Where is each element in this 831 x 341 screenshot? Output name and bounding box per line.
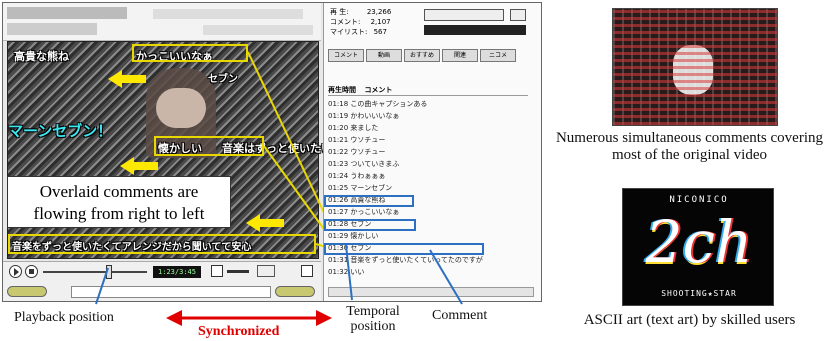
highlight-box bbox=[132, 44, 248, 62]
list-item[interactable]: 01:30 セブン bbox=[328, 244, 372, 252]
temporal-position-label: Temporal position bbox=[346, 304, 400, 334]
flow-arrow-icon bbox=[120, 157, 158, 175]
ascii-art-center-text: 2ch bbox=[645, 208, 753, 276]
submit-comment-button[interactable] bbox=[275, 286, 315, 297]
comment-side-panel: 再 生: 23,266 コメント: 2,107 マイリスト: 567 コメント … bbox=[323, 3, 541, 301]
tab-video[interactable]: 動画 bbox=[366, 49, 402, 62]
comment-highlight-box bbox=[324, 243, 484, 255]
list-item[interactable]: 01:24 うわぁぁぁ bbox=[328, 172, 386, 180]
comment-highlight-box bbox=[324, 219, 416, 231]
comment-noise bbox=[613, 9, 777, 125]
ascii-art-bottom-text: SHOOTING★STAR bbox=[661, 289, 737, 298]
stat-value: 2,107 bbox=[370, 18, 391, 26]
stat-label: コメント: bbox=[330, 18, 361, 26]
video-comment: 懐かしい bbox=[158, 142, 202, 155]
play-button[interactable] bbox=[9, 265, 22, 278]
overlay-caption: Overlaid comments are flowing from right… bbox=[7, 176, 231, 228]
list-item[interactable]: 01:19 かわいいいなぁ bbox=[328, 112, 400, 120]
tab-recommend[interactable]: おすすめ bbox=[404, 49, 440, 62]
comment-column-header: コメント bbox=[364, 86, 393, 94]
player-subtitle-bar bbox=[7, 23, 97, 35]
video-comment: 音楽をずっと使いたくてアレンジだから聞いてて安心 bbox=[12, 242, 252, 253]
player-controls: 1:23/3:45 bbox=[3, 261, 321, 301]
video-comment: マーンセブン！ bbox=[8, 122, 113, 140]
volume-slider[interactable] bbox=[227, 270, 249, 273]
flow-arrow-icon bbox=[246, 214, 284, 232]
comment-input[interactable] bbox=[71, 286, 271, 298]
highlight-box bbox=[154, 136, 264, 156]
mylist-button[interactable] bbox=[424, 9, 504, 21]
ascii-art-thumbnail: NICONICO 2ch SHOOTING★STAR bbox=[622, 188, 774, 306]
ad-bar bbox=[424, 25, 526, 35]
comment-highlight-box bbox=[324, 195, 414, 207]
seek-handle[interactable] bbox=[106, 265, 112, 279]
comment-label: Comment bbox=[432, 308, 488, 323]
stat-value: 23,266 bbox=[366, 8, 392, 16]
list-item[interactable]: 01:29 懐かしい bbox=[328, 232, 379, 240]
time-column-header: 再生時間 bbox=[328, 86, 356, 94]
dense-comments-thumbnail bbox=[612, 8, 778, 126]
list-item[interactable]: 01:23 ついていきまふ bbox=[328, 160, 400, 168]
list-item[interactable]: 01:20 来ました bbox=[328, 124, 379, 132]
highlight-box bbox=[8, 234, 316, 254]
ascii-art-caption: ASCII art (text art) by skilled users bbox=[583, 312, 796, 328]
list-item[interactable]: 01:26 高貴な熊ね bbox=[328, 196, 386, 204]
stat-value: 567 bbox=[373, 28, 387, 36]
video-info-bar bbox=[153, 9, 303, 19]
video-comment: 音楽はずっと使いたい bbox=[222, 142, 332, 155]
list-item[interactable]: 01:18 この曲キャプションある bbox=[328, 100, 428, 108]
dense-comments-caption: Numerous simultaneous comments covering … bbox=[555, 130, 824, 163]
seek-bar[interactable] bbox=[43, 271, 147, 273]
flow-arrow-icon bbox=[108, 70, 146, 88]
stats-block: 再 生: 23,266 コメント: 2,107 マイリスト: 567 bbox=[330, 7, 391, 37]
list-item[interactable]: 01:21 ウソチュー bbox=[328, 136, 386, 144]
stat-label: 再 生: bbox=[330, 8, 349, 16]
fullscreen-icon[interactable] bbox=[301, 265, 313, 277]
player-title-bar bbox=[7, 7, 127, 19]
list-item[interactable]: 01:25 マーンセブン bbox=[328, 184, 393, 192]
share-button[interactable] bbox=[510, 9, 526, 21]
side-panel-footer bbox=[328, 287, 534, 297]
list-item[interactable]: 01:27 かっこいいなぁ bbox=[328, 208, 400, 216]
list-item[interactable]: 01:31 音楽をずっと使いたくていってたのですが bbox=[328, 256, 483, 264]
ascii-art-top-text: NICONICO bbox=[669, 195, 729, 205]
list-item[interactable]: 01:32 いい bbox=[328, 268, 365, 276]
video-info-bar-2 bbox=[203, 25, 313, 35]
synchronized-label: Synchronized bbox=[198, 324, 280, 339]
command-button[interactable] bbox=[7, 286, 47, 297]
stat-label: マイリスト: bbox=[330, 28, 368, 36]
video-comment: かっこいいなぁ bbox=[136, 50, 213, 63]
time-display: 1:23/3:45 bbox=[153, 266, 201, 278]
player-window: 高貴な熊ね かっこいいなぁ セブン マーンセブン！ 懐かしい 音楽はずっと使いた… bbox=[2, 2, 542, 302]
tab-related[interactable]: 関連 bbox=[442, 49, 478, 62]
performer-face bbox=[156, 88, 206, 128]
comment-list-header: 再生時間 コメント bbox=[328, 85, 528, 96]
list-item[interactable]: 01:22 ウソチュー bbox=[328, 148, 386, 156]
stop-button[interactable] bbox=[25, 265, 38, 278]
video-comment: セブン bbox=[208, 74, 238, 85]
volume-icon[interactable] bbox=[211, 265, 223, 277]
playback-position-label: Playback position bbox=[14, 310, 114, 325]
tab-comments[interactable]: コメント bbox=[328, 49, 364, 62]
list-item[interactable]: 01:28 セブン bbox=[328, 220, 372, 228]
video-comment: 高貴な熊ね bbox=[14, 50, 69, 63]
tab-nicome[interactable]: ニコメ bbox=[480, 49, 516, 62]
player-header bbox=[3, 3, 321, 41]
comment-toggle-icon[interactable] bbox=[257, 265, 275, 277]
